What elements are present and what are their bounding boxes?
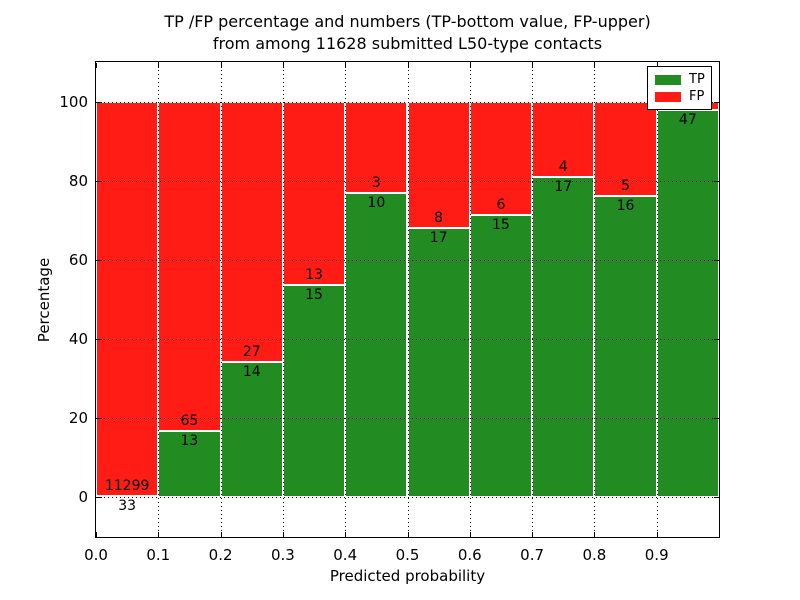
y-tick-mark — [97, 418, 102, 420]
bar-segment-tp — [656, 109, 719, 498]
legend-item-fp: FP — [655, 90, 704, 103]
fp-count-label: 27 — [242, 344, 261, 361]
bar-segment-tp — [158, 431, 221, 498]
y-tick-mark — [97, 339, 102, 341]
y-tick-mark-right — [714, 497, 719, 499]
x-tick-mark — [407, 532, 409, 537]
chart-title: TP /FP percentage and numbers (TP-bottom… — [96, 11, 719, 55]
y-tick-label: 80 — [68, 171, 88, 190]
y-tick-label: 100 — [59, 92, 88, 111]
x-tick-label: 0.2 — [208, 546, 233, 564]
tp-count-label: 17 — [554, 178, 573, 195]
tp-count-label: 17 — [429, 230, 448, 247]
fp-count-label: 8 — [434, 210, 444, 227]
y-tick-mark — [97, 101, 102, 103]
tp-count-label: 14 — [242, 364, 261, 381]
y-tick-mark-right — [714, 418, 719, 420]
x-tick-mark — [158, 532, 160, 537]
y-tick-mark-right — [714, 180, 719, 182]
y-tick-mark — [97, 259, 102, 261]
bar-segment-tp — [532, 176, 595, 498]
x-tick-mark-top — [282, 63, 284, 68]
fp-count-label: 4 — [558, 158, 568, 175]
y-tick-mark-right — [714, 259, 719, 261]
x-tick-mark — [96, 532, 97, 537]
chart-title-line1: TP /FP percentage and numbers (TP-bottom… — [164, 12, 651, 31]
bar-segment-fp — [220, 101, 283, 363]
bar-segment-tp — [594, 195, 657, 498]
x-tick-mark — [594, 532, 596, 537]
y-tick-mark-right — [714, 101, 719, 103]
x-tick-label: 0.9 — [644, 546, 669, 564]
bar-segment-fp — [158, 101, 221, 432]
gridline-horizontal — [96, 497, 719, 499]
bar-segment-fp — [407, 101, 470, 229]
x-tick-mark-top — [594, 63, 596, 68]
tp-count-label: 33 — [118, 498, 137, 515]
y-tick-mark — [97, 497, 102, 499]
x-tick-mark — [282, 532, 284, 537]
bar-segment-fp — [532, 101, 595, 177]
legend: TP FP — [647, 66, 712, 110]
x-tick-label: 0.0 — [84, 546, 108, 564]
y-tick-mark-right — [714, 339, 719, 341]
y-tick-label: 40 — [68, 330, 88, 349]
bar-segment-tp — [345, 193, 408, 498]
bar-segment-tp — [282, 285, 346, 498]
x-tick-label: 0.6 — [457, 546, 482, 564]
bar-segment-fp — [282, 101, 346, 286]
x-tick-mark-top — [469, 63, 471, 68]
tp-count-label: 47 — [678, 111, 697, 128]
fp-count-label: 6 — [496, 196, 506, 213]
x-tick-label: 0.3 — [270, 546, 295, 564]
x-tick-mark — [220, 532, 222, 537]
legend-label-tp: TP — [689, 72, 705, 87]
fp-count-label: 5 — [621, 177, 631, 194]
y-tick-label: 20 — [68, 409, 88, 428]
x-tick-mark — [469, 532, 471, 537]
y-tick-label: 60 — [68, 250, 88, 269]
x-tick-mark-top — [345, 63, 347, 68]
x-tick-mark-top — [532, 63, 534, 68]
fp-count-label: 13 — [305, 267, 323, 284]
x-tick-mark-top — [158, 63, 160, 68]
tp-count-label: 15 — [492, 216, 510, 233]
y-tick-label: 0 — [78, 488, 88, 507]
x-tick-mark — [656, 532, 658, 537]
fp-count-label: 65 — [180, 413, 199, 430]
bar-segment-tp — [469, 214, 533, 498]
x-tick-mark — [719, 532, 720, 537]
x-tick-label: 0.5 — [395, 546, 420, 564]
x-tick-label: 0.4 — [333, 546, 358, 564]
tp-count-label: 13 — [180, 433, 199, 450]
x-axis-label: Predicted probability — [329, 567, 486, 585]
bar-segment-fp — [96, 101, 159, 497]
x-tick-label: 0.8 — [582, 546, 607, 564]
x-tick-mark-top — [96, 63, 97, 68]
y-tick-mark — [97, 180, 102, 182]
y-axis-label: Percentage — [35, 257, 53, 343]
legend-item-tp: TP — [655, 72, 705, 87]
x-tick-mark — [345, 532, 347, 537]
plot-area: 11299 33 65 13 27 14 13 15 3 10 8 17 6 15 4 17 5 16 47 — [96, 62, 719, 537]
bar-segment-tp — [407, 228, 470, 498]
tp-swatch-icon — [655, 74, 681, 85]
x-tick-label: 0.7 — [520, 546, 545, 564]
x-tick-mark-top — [407, 63, 409, 68]
fp-swatch-icon — [655, 91, 681, 102]
legend-label-fp: FP — [689, 89, 705, 104]
x-tick-mark — [532, 532, 534, 537]
tp-count-label: 15 — [305, 287, 323, 304]
bar-segment-tp — [220, 362, 283, 498]
x-tick-mark-top — [220, 63, 222, 68]
x-tick-mark-top — [719, 63, 720, 68]
tp-count-label: 10 — [367, 195, 386, 212]
x-tick-label: 0.1 — [146, 546, 171, 564]
tp-count-label: 16 — [616, 197, 635, 214]
fp-count-label: 3 — [371, 175, 381, 192]
chart-title-line2: from among 11628 submitted L50-type cont… — [212, 34, 603, 53]
fp-count-label: 11299 — [104, 478, 150, 495]
